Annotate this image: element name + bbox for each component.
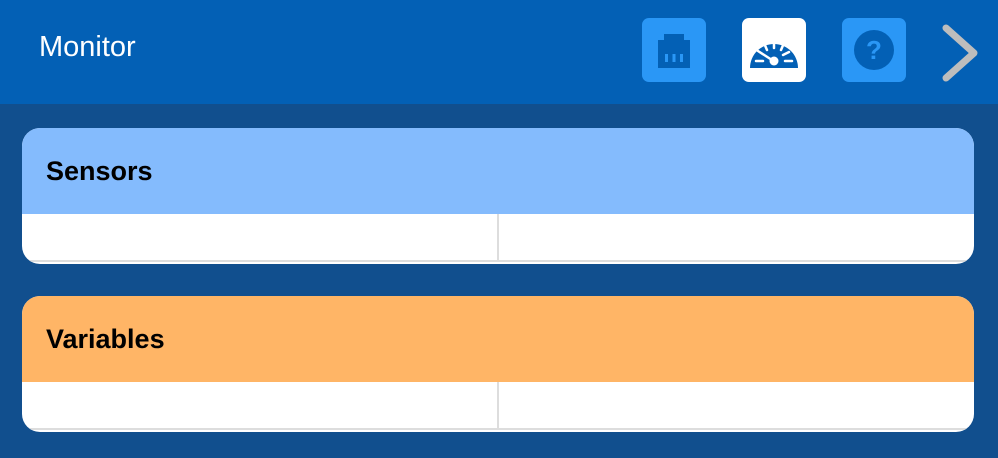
sensors-panel: Sensors <box>22 128 974 264</box>
chevron-right-icon[interactable] <box>940 22 980 84</box>
header-bar: Monitor ? <box>0 0 998 104</box>
help-icon: ? <box>854 30 894 70</box>
svg-text:?: ? <box>866 35 882 65</box>
monitor-button[interactable] <box>742 18 806 82</box>
table-cell <box>22 382 497 428</box>
page-title: Monitor <box>39 31 136 63</box>
ports-button[interactable] <box>642 18 706 82</box>
ethernet-port-icon <box>658 34 690 68</box>
table-row <box>22 214 974 262</box>
variables-header: Variables <box>22 296 974 382</box>
table-cell <box>22 214 497 260</box>
variables-panel: Variables <box>22 296 974 432</box>
gauge-icon <box>750 38 798 68</box>
help-button[interactable]: ? <box>842 18 906 82</box>
table-cell <box>497 214 974 260</box>
table-cell <box>497 382 974 428</box>
sensors-header: Sensors <box>22 128 974 214</box>
table-row <box>22 382 974 430</box>
